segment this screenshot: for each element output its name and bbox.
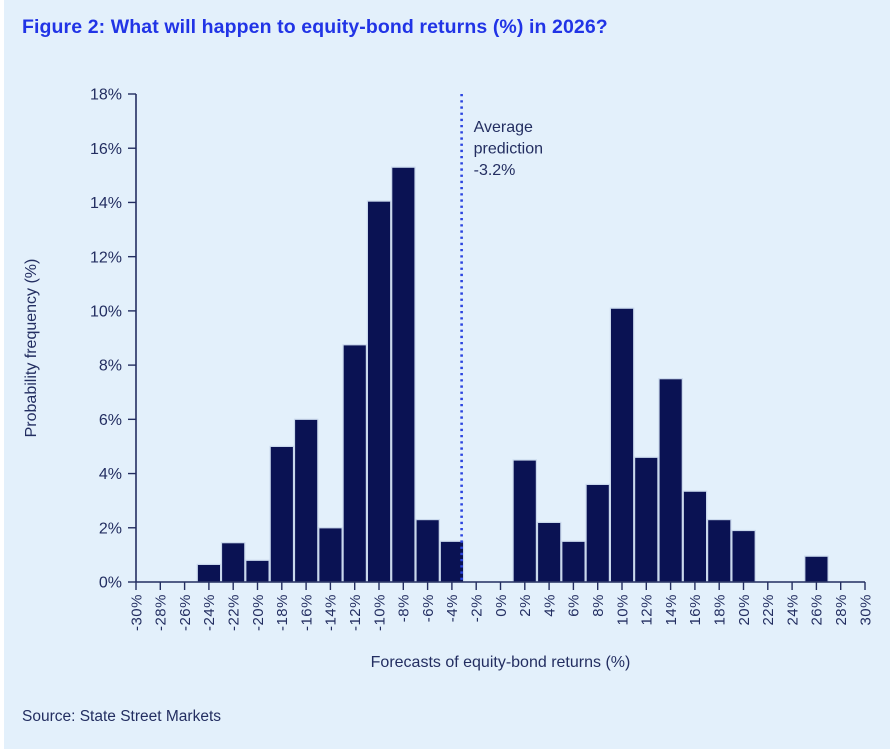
- bar-10%: [609, 307, 635, 583]
- y-tick-label-0%: 0%: [99, 575, 122, 592]
- bar-12%: [633, 456, 659, 583]
- bar--18%: [269, 445, 295, 583]
- x-tick-label--20%: -20%: [250, 594, 267, 631]
- x-axis-title: Forecasts of equity-bond returns (%): [371, 654, 631, 671]
- y-tick-label-14%: 14%: [90, 195, 122, 212]
- figure-card: Figure 2: What will happen to equity-bon…: [4, 0, 890, 749]
- x-tick-label-10%: 10%: [614, 594, 631, 626]
- equity-bond-histogram: 0% 2% 4% 6% 8% 10% 12% 14% 16% 18% -30% -28% -26% -24…: [23, 87, 874, 671]
- y-tick-label-18%: 18%: [90, 87, 122, 104]
- bar--24%: [196, 563, 222, 583]
- x-tick-label-28%: 28%: [833, 594, 850, 626]
- x-tick-label--10%: -10%: [371, 594, 388, 631]
- bar--20%: [245, 559, 270, 583]
- x-tick-label--24%: -24%: [201, 594, 218, 631]
- bar-16%: [682, 490, 708, 583]
- x-tick-label-20%: 20%: [736, 594, 753, 626]
- x-tick-label--16%: -16%: [298, 594, 315, 631]
- y-tick-label-6%: 6%: [99, 412, 122, 429]
- bar-20%: [731, 529, 756, 583]
- x-tick-label--22%: -22%: [225, 594, 242, 631]
- x-tick-label--28%: -28%: [153, 594, 170, 631]
- bar-4%: [536, 521, 562, 583]
- x-tick-label-24%: 24%: [784, 594, 801, 626]
- y-axis-title: Probability frequency (%): [23, 259, 40, 438]
- y-tick-label-16%: 16%: [90, 141, 122, 158]
- x-tick-label--26%: -26%: [177, 594, 194, 631]
- x-tick-label--30%: -30%: [128, 594, 145, 631]
- x-tick-label-12%: 12%: [639, 594, 656, 626]
- x-tick-label--2%: -2%: [468, 594, 485, 622]
- y-tick-label-4%: 4%: [99, 466, 122, 483]
- x-tick-label-18%: 18%: [711, 594, 728, 626]
- bar-2%: [512, 459, 538, 583]
- bar-18%: [706, 518, 732, 583]
- bar--16%: [293, 418, 319, 583]
- x-tick-label--6%: -6%: [420, 594, 437, 622]
- x-tick-label-0%: 0%: [493, 594, 510, 617]
- x-tick-label-2%: 2%: [517, 594, 534, 617]
- bar-8%: [585, 483, 610, 583]
- bar--4%: [439, 540, 465, 583]
- y-tick-label-12%: 12%: [90, 249, 122, 266]
- average-prediction-annotation: Average prediction -3.2%: [474, 119, 543, 179]
- x-tick-label-14%: 14%: [663, 594, 680, 626]
- bar-26%: [804, 555, 829, 583]
- x-tick-label--4%: -4%: [444, 594, 461, 622]
- bar--8%: [391, 166, 416, 583]
- x-tick-label--18%: -18%: [274, 594, 291, 631]
- x-tick-label--14%: -14%: [323, 594, 340, 631]
- bar--10%: [366, 200, 392, 583]
- y-tick-label-10%: 10%: [90, 303, 122, 320]
- bar-14%: [658, 378, 683, 583]
- x-tick-label-8%: 8%: [590, 594, 607, 617]
- bar--22%: [220, 542, 246, 583]
- bar--6%: [415, 518, 440, 583]
- y-tick-label-2%: 2%: [99, 520, 122, 537]
- x-tick-label-6%: 6%: [566, 594, 583, 617]
- x-tick-label-4%: 4%: [541, 594, 558, 617]
- source-note: Source: State Street Markets: [22, 708, 222, 725]
- x-tick-label-16%: 16%: [687, 594, 704, 626]
- figure-title: Figure 2: What will happen to equity-bon…: [22, 16, 608, 38]
- bar-6%: [561, 540, 586, 583]
- x-tick-label-30%: 30%: [857, 594, 874, 626]
- bar--12%: [342, 344, 368, 583]
- x-tick-label-22%: 22%: [760, 594, 777, 626]
- y-tick-label-8%: 8%: [99, 358, 122, 375]
- chart-area: 0% 2% 4% 6% 8% 10% 12% 14% 16% 18% -30% -28% -26% -24…: [4, 80, 890, 680]
- bar--14%: [318, 527, 343, 583]
- x-tick-label-26%: 26%: [809, 594, 826, 626]
- x-tick-label--12%: -12%: [347, 594, 364, 631]
- x-tick-label--8%: -8%: [396, 594, 413, 622]
